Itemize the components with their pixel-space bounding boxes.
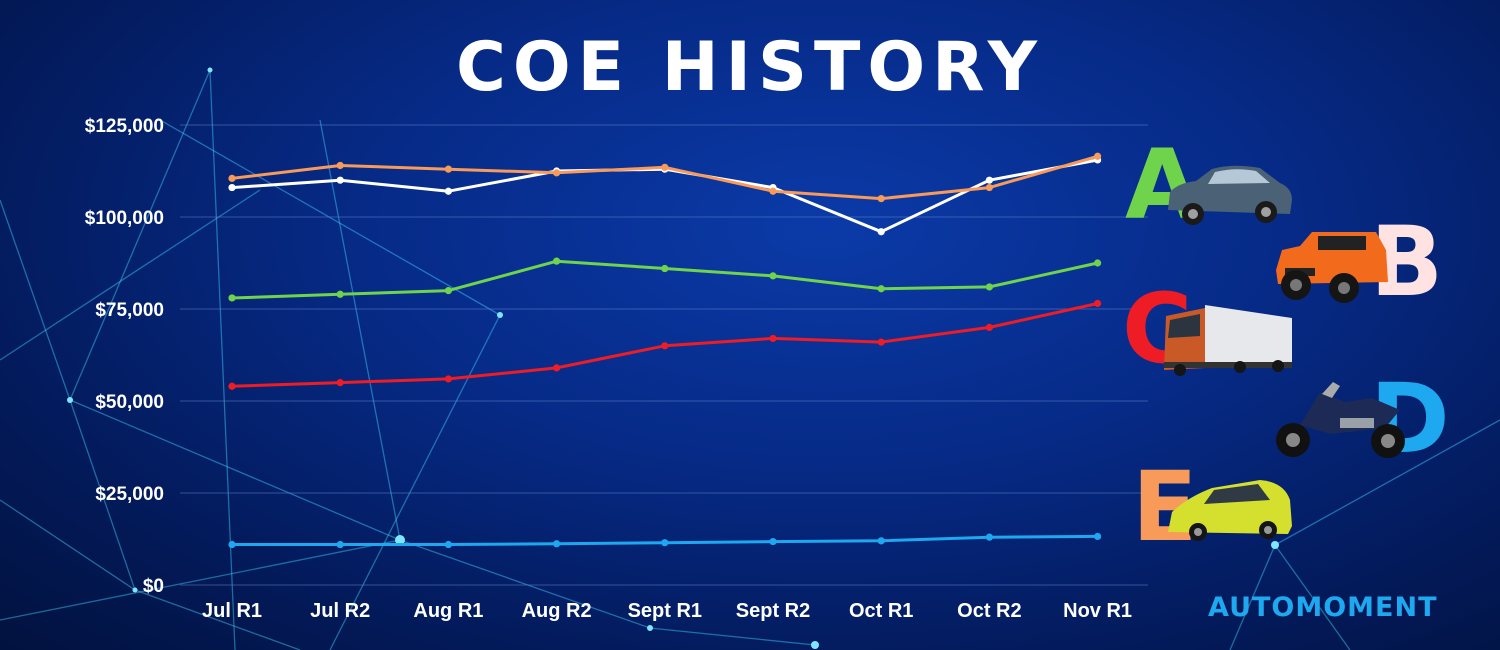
- data-point-a: [228, 294, 236, 302]
- data-point-b: [985, 176, 994, 184]
- y-tick-label: $25,000: [95, 484, 164, 505]
- x-tick-label: Jul R2: [310, 600, 370, 622]
- sedan-car-icon: [1168, 165, 1292, 225]
- legend: A B C D: [1122, 129, 1450, 563]
- data-point-a: [769, 272, 777, 280]
- y-tick-label: $125,000: [85, 116, 164, 137]
- data-point-b: [444, 187, 452, 195]
- data-point-d: [1094, 532, 1102, 541]
- data-point-d: [661, 539, 669, 547]
- data-point-a: [1094, 259, 1102, 267]
- data-point-a: [444, 287, 452, 295]
- page-title: COE HISTORY: [455, 28, 1045, 107]
- x-tick-label: Jul R1: [202, 600, 262, 622]
- x-tick-label: Oct R1: [849, 600, 913, 622]
- brand-logo: AUTOMOMENT: [1208, 592, 1438, 623]
- data-point-c: [336, 379, 344, 387]
- data-point-e: [1094, 152, 1102, 160]
- data-point-d: [444, 540, 452, 549]
- data-point-b: [336, 176, 344, 184]
- y-tick-label: $50,000: [95, 392, 164, 413]
- data-point-e: [336, 161, 344, 170]
- data-point-d: [769, 537, 777, 546]
- x-tick-label: Nov R1: [1063, 600, 1132, 622]
- minivan-icon: [1168, 480, 1292, 541]
- y-tick-label: $0: [143, 576, 164, 597]
- data-point-c: [661, 342, 669, 350]
- grid-lines: [180, 124, 1148, 586]
- data-point-e: [877, 195, 885, 203]
- data-point-a: [553, 257, 561, 265]
- data-point-d: [336, 540, 344, 549]
- y-tick-label: $100,000: [85, 208, 164, 229]
- data-point-d: [877, 537, 885, 545]
- data-point-d: [228, 540, 236, 549]
- data-point-a: [985, 283, 994, 291]
- y-tick-label: $75,000: [95, 300, 164, 321]
- data-point-e: [553, 169, 561, 177]
- data-point-c: [985, 323, 994, 331]
- motorcycle-icon: [1276, 382, 1405, 458]
- data-point-e: [661, 163, 669, 171]
- data-point-a: [336, 290, 344, 298]
- data-point-c: [553, 364, 561, 372]
- data-point-e: [228, 174, 236, 182]
- y-axis-ticks: $0 $25,000 $50,000 $75,000 $100,000 $125,000: [85, 116, 164, 597]
- data-point-e: [985, 183, 994, 192]
- suv-jeep-icon: [1276, 232, 1388, 303]
- data-point-c: [228, 382, 236, 390]
- x-tick-label: Aug R1: [413, 600, 483, 622]
- data-point-a: [877, 285, 885, 293]
- data-point-c: [769, 334, 777, 343]
- x-tick-label: Oct R2: [957, 600, 1021, 622]
- data-point-d: [553, 540, 561, 548]
- data-point-e: [769, 187, 777, 195]
- data-point-e: [444, 165, 452, 173]
- data-point-c: [1094, 299, 1102, 308]
- data-point-d: [985, 533, 994, 541]
- x-axis-ticks: Jul R1 Jul R2 Aug R1 Aug R2 Sept R1 Sept R2 Oc…: [202, 600, 1132, 622]
- series-lines: [228, 152, 1102, 549]
- data-point-c: [444, 375, 452, 383]
- x-tick-label: Sept R1: [628, 600, 702, 622]
- data-point-a: [661, 264, 669, 273]
- data-point-c: [877, 338, 885, 346]
- x-tick-label: Aug R2: [522, 600, 592, 622]
- x-tick-label: Sept R2: [736, 600, 810, 622]
- data-point-b: [228, 183, 236, 192]
- truck-icon: [1164, 305, 1292, 376]
- data-point-b: [877, 228, 885, 236]
- series-line-e: [231, 154, 1099, 201]
